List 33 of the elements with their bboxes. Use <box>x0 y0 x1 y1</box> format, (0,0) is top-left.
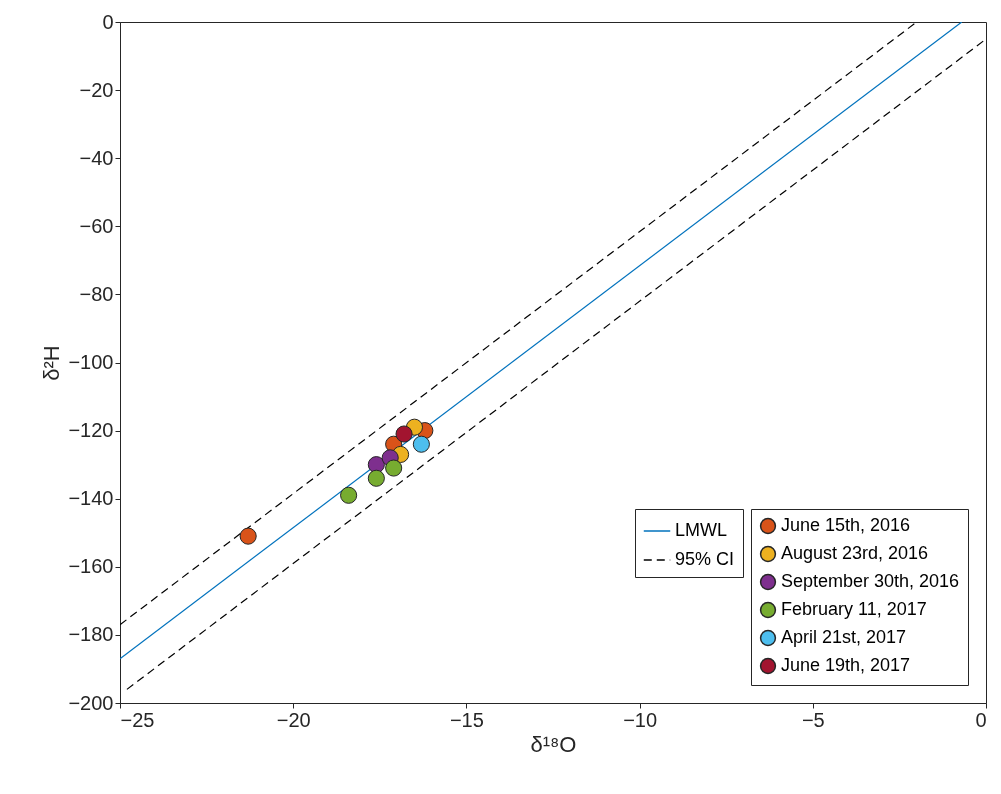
y-tick-label: −40 <box>79 146 114 169</box>
x-tick-label: −15 <box>449 708 484 731</box>
x-tick-label: 0 <box>975 708 987 731</box>
x-tick-label: −10 <box>623 708 658 731</box>
legend-label: April 21st, 2017 <box>781 627 907 647</box>
y-tick-label: −180 <box>68 623 114 646</box>
legend-label: LMWL <box>675 520 728 540</box>
legend-label: 95% CI <box>675 549 735 569</box>
legend-label: June 15th, 2016 <box>781 515 911 535</box>
y-tick-label: −120 <box>68 419 114 442</box>
legend-label: August 23rd, 2016 <box>781 543 929 563</box>
y-tick-label: 0 <box>102 10 114 33</box>
x-axis-title: δ¹⁸O <box>530 731 577 757</box>
point <box>412 435 430 453</box>
x-tick-label: −20 <box>276 708 311 731</box>
y-tick-label: −80 <box>79 282 114 305</box>
point <box>239 527 257 545</box>
point <box>395 425 413 443</box>
x-tick-label: −5 <box>801 708 825 731</box>
y-tick-label: −160 <box>68 555 114 578</box>
x-tick-label: −25 <box>120 708 155 731</box>
legend-label: September 30th, 2016 <box>781 571 960 591</box>
y-tick-label: −60 <box>79 214 114 237</box>
y-tick-label: −200 <box>68 691 114 714</box>
point <box>340 486 358 504</box>
y-tick-label: −100 <box>68 351 114 373</box>
y-tick-label: −20 <box>79 78 114 101</box>
y-axis-title: δ²H <box>39 345 65 381</box>
legend-label: June 19th, 2017 <box>781 655 911 675</box>
legend-label: February 11, 2017 <box>781 599 927 619</box>
point <box>367 469 385 487</box>
point <box>385 459 403 477</box>
y-tick-label: −140 <box>68 487 114 510</box>
